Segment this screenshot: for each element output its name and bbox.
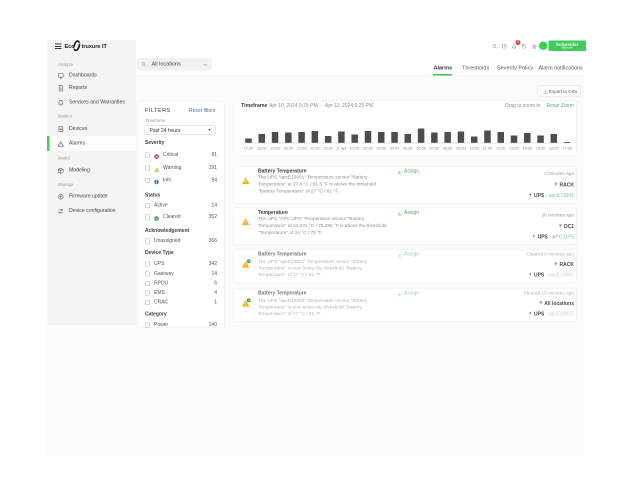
svg-text:11:00: 11:00: [483, 147, 492, 151]
svg-text:09:00: 09:00: [456, 147, 465, 151]
svg-text:12:00: 12:00: [496, 147, 505, 151]
svg-text:10:00: 10:00: [470, 147, 479, 151]
svg-text:07:00: 07:00: [430, 147, 439, 151]
svg-text:15:00: 15:00: [536, 147, 545, 151]
svg-text:06:00: 06:00: [416, 147, 425, 151]
svg-text:13:00: 13:00: [509, 147, 518, 151]
svg-text:22:00: 22:00: [310, 147, 319, 151]
svg-text:21:00: 21:00: [297, 147, 306, 151]
svg-text:11 Apr: 11 Apr: [336, 147, 347, 151]
svg-text:05:00: 05:00: [403, 147, 412, 151]
svg-text:03:00: 03:00: [377, 147, 386, 151]
svg-text:17:00: 17:00: [244, 147, 253, 151]
svg-text:19:00: 19:00: [270, 147, 279, 151]
svg-text:08:00: 08:00: [443, 147, 452, 151]
svg-text:14:00: 14:00: [523, 147, 532, 151]
svg-text:16:00: 16:00: [549, 147, 558, 151]
svg-text:02:00: 02:00: [363, 147, 372, 151]
svg-text:04:00: 04:00: [390, 147, 399, 151]
svg-text:01:00: 01:00: [350, 147, 359, 151]
svg-text:23:00: 23:00: [323, 147, 332, 151]
svg-text:17:00: 17:00: [562, 147, 571, 151]
svg-text:20:00: 20:00: [284, 147, 293, 151]
svg-text:18:00: 18:00: [257, 147, 266, 151]
